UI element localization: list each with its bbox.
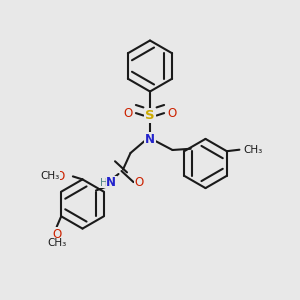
Text: O: O <box>134 176 143 189</box>
Text: O: O <box>168 106 177 120</box>
Text: CH₃: CH₃ <box>47 238 66 248</box>
Text: N: N <box>145 133 155 146</box>
Text: H: H <box>100 178 107 188</box>
Text: O: O <box>123 106 132 120</box>
Text: O: O <box>52 228 61 241</box>
Text: O: O <box>56 170 64 183</box>
Text: CH₃: CH₃ <box>40 171 60 182</box>
Text: N: N <box>106 176 116 190</box>
Text: CH₃: CH₃ <box>243 145 262 155</box>
Text: S: S <box>145 109 155 122</box>
